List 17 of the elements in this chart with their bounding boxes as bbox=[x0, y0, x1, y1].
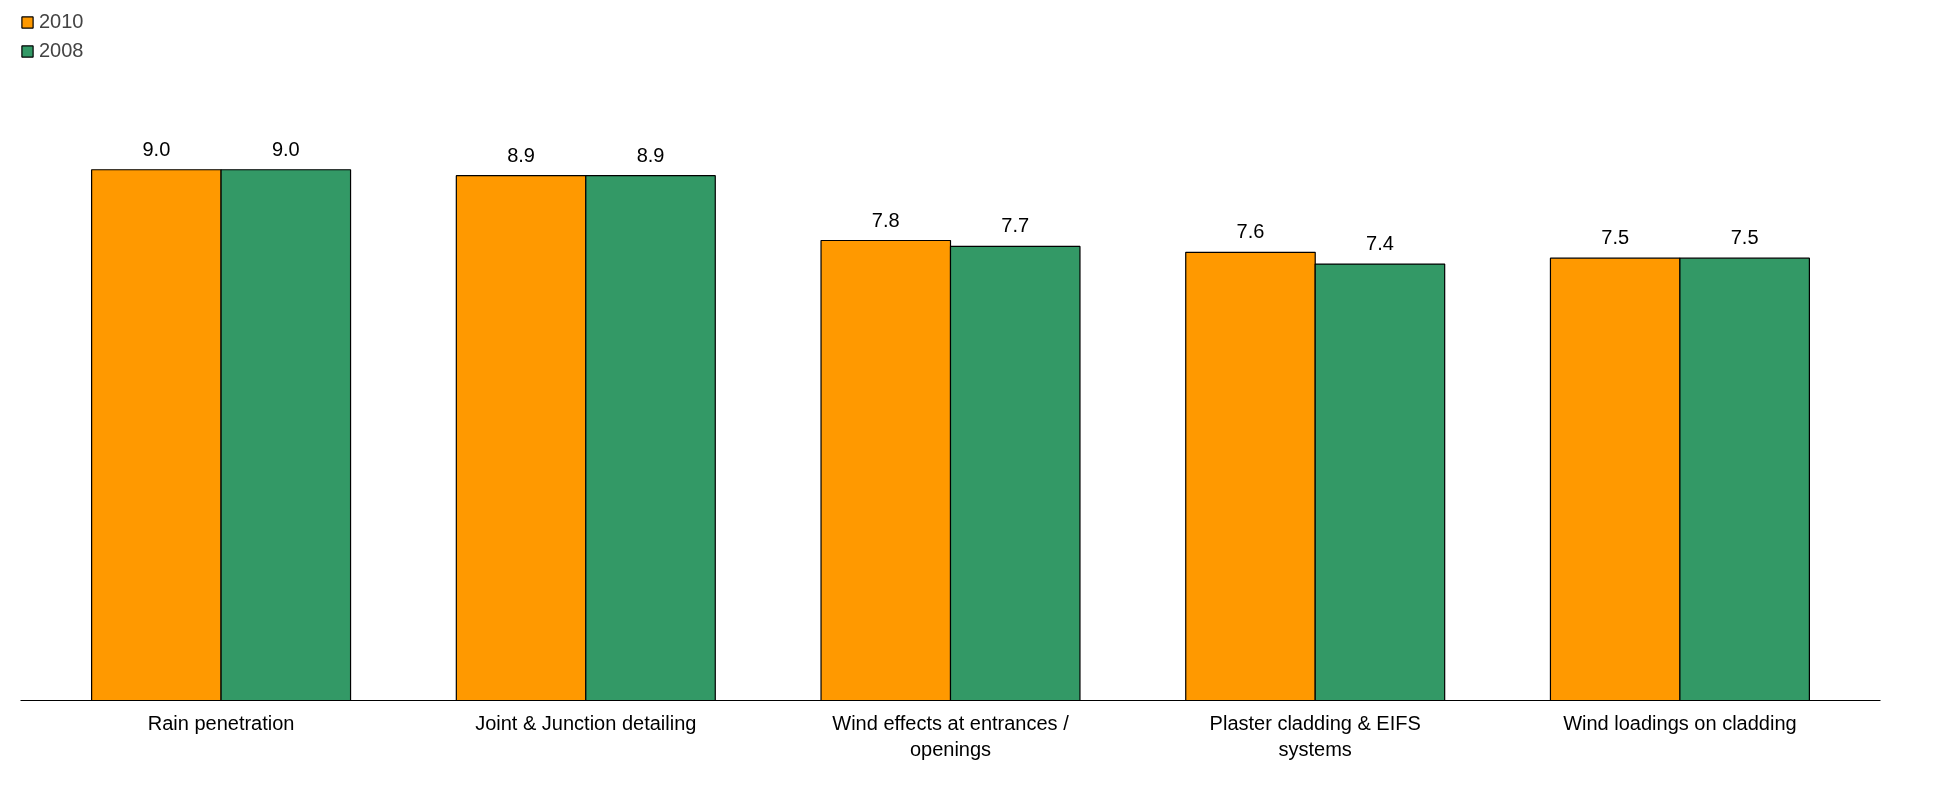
x-tick-label: Plaster cladding & EIFS systems bbox=[1209, 711, 1421, 760]
data-label: 7.4 bbox=[1366, 232, 1394, 255]
x-tick-label: Wind effects at entrances / openings bbox=[832, 711, 1070, 760]
data-label: 7.7 bbox=[1001, 214, 1030, 237]
legend-label: 2010 bbox=[39, 10, 84, 33]
data-label: 8.9 bbox=[636, 143, 665, 166]
data-label: 7.5 bbox=[1730, 226, 1759, 249]
data-label: 7.6 bbox=[1236, 220, 1265, 243]
data-label: 9.0 bbox=[142, 137, 171, 160]
x-tick-label: Rain penetration bbox=[147, 711, 295, 734]
data-label: 8.9 bbox=[507, 143, 535, 166]
data-label: 7.8 bbox=[871, 208, 900, 231]
data-label: 9.0 bbox=[271, 137, 300, 160]
x-tick-label: Wind loadings on cladding bbox=[1563, 711, 1797, 734]
x-tick-label: Joint & Junction detailing bbox=[475, 711, 697, 734]
legend-label: 2008 bbox=[39, 39, 84, 62]
data-label: 7.5 bbox=[1601, 226, 1630, 249]
